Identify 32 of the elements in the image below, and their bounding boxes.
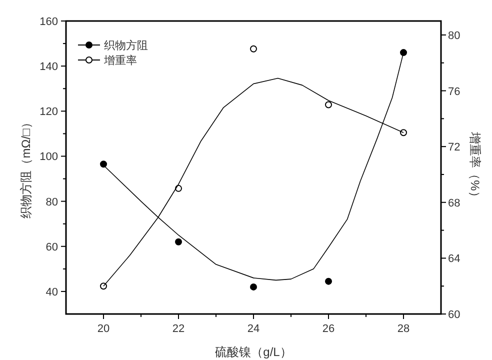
point (400, 129, 407, 136)
point (325, 278, 332, 285)
y2-tick-label: 64 (448, 253, 460, 266)
x-axis-title: 硫酸镍（g/L） (215, 345, 292, 359)
y-tick-label: 120 (40, 106, 58, 118)
point (100, 282, 107, 290)
legend-label: 织物方阻 (104, 39, 148, 52)
y-tick-label: 80 (46, 196, 58, 208)
y2-tick-label: 68 (448, 197, 460, 210)
point (250, 45, 257, 52)
point (400, 49, 407, 56)
y-tick-label: 140 (40, 61, 58, 74)
point (100, 160, 107, 168)
point (175, 238, 182, 246)
y-tick-label: 60 (46, 241, 58, 254)
y-tick-label: 40 (46, 286, 58, 298)
y2-tick-label: 76 (448, 86, 460, 98)
y-tick-label: 100 (40, 151, 58, 164)
y2-axis-title: 增重率（%） (468, 131, 482, 203)
point (250, 283, 257, 290)
y-axis-title: 织物方阻（mΩ/□） (19, 116, 33, 218)
y2-tick-label: 60 (448, 309, 460, 321)
legend-label: 增重率 (103, 54, 137, 67)
y-tick-label: 160 (40, 16, 58, 28)
x-tick-label: 24 (247, 323, 260, 335)
y2-tick-label: 72 (448, 142, 460, 154)
point (325, 101, 332, 108)
x-tick-label: 28 (397, 323, 410, 335)
x-tick-label: 22 (172, 323, 185, 335)
x-tick-label: 26 (322, 323, 335, 335)
y2-tick-label: 80 (448, 30, 460, 42)
x-tick-label: 20 (97, 323, 110, 335)
